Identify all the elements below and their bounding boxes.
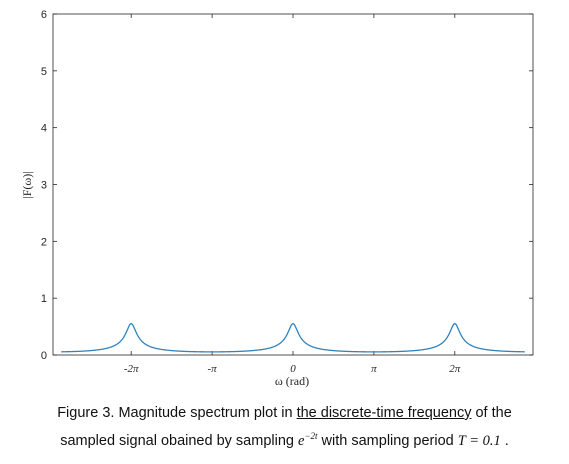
caption-exp-power: −2t bbox=[304, 431, 318, 441]
caption-exp-base: e bbox=[298, 432, 305, 449]
y-tick-label: 1 bbox=[41, 293, 47, 305]
y-axis-label: |F(ω)| bbox=[20, 171, 34, 198]
x-tick-label: π bbox=[371, 363, 377, 375]
axes-frame bbox=[52, 13, 534, 356]
caption-period: T = 0.1 bbox=[457, 432, 501, 449]
spectrum-line bbox=[60, 323, 526, 353]
x-tick-label: -π bbox=[208, 363, 218, 375]
x-tick-label: 0 bbox=[290, 363, 296, 375]
y-tick-label: 5 bbox=[41, 66, 47, 78]
y-tick-label: 2 bbox=[41, 236, 47, 248]
y-tick-label: 0 bbox=[41, 350, 47, 362]
series-layer bbox=[60, 323, 526, 353]
caption-underlined-text: the discrete-time frequency bbox=[296, 405, 472, 421]
axis-ticks: 0 1 2 3 4 5 6 -2π -π 0 π 2π bbox=[41, 9, 533, 375]
caption-text-1: Figure 3. Magnitude spectrum plot in bbox=[57, 405, 297, 421]
x-axis-label: ω (rad) bbox=[275, 374, 309, 388]
x-tick-label: -2π bbox=[124, 363, 139, 375]
y-tick-label: 6 bbox=[41, 9, 47, 21]
plot-frame bbox=[52, 13, 534, 356]
caption-text-end: . bbox=[500, 432, 509, 449]
figure-caption: Figure 3. Magnitude spectrum plot in the… bbox=[0, 402, 569, 453]
y-tick-label: 3 bbox=[41, 180, 47, 192]
y-tick-label: 4 bbox=[41, 123, 47, 135]
spectrum-chart: 0 1 2 3 4 5 6 -2π -π 0 π 2π ω (rad) |F(ω)| bbox=[20, 9, 534, 388]
x-tick-label: 2π bbox=[449, 363, 461, 375]
caption-text-2: of the bbox=[471, 405, 512, 421]
caption-text-4: with sampling period bbox=[317, 432, 458, 449]
caption-text-3: sampled signal obained by sampling bbox=[60, 432, 298, 449]
